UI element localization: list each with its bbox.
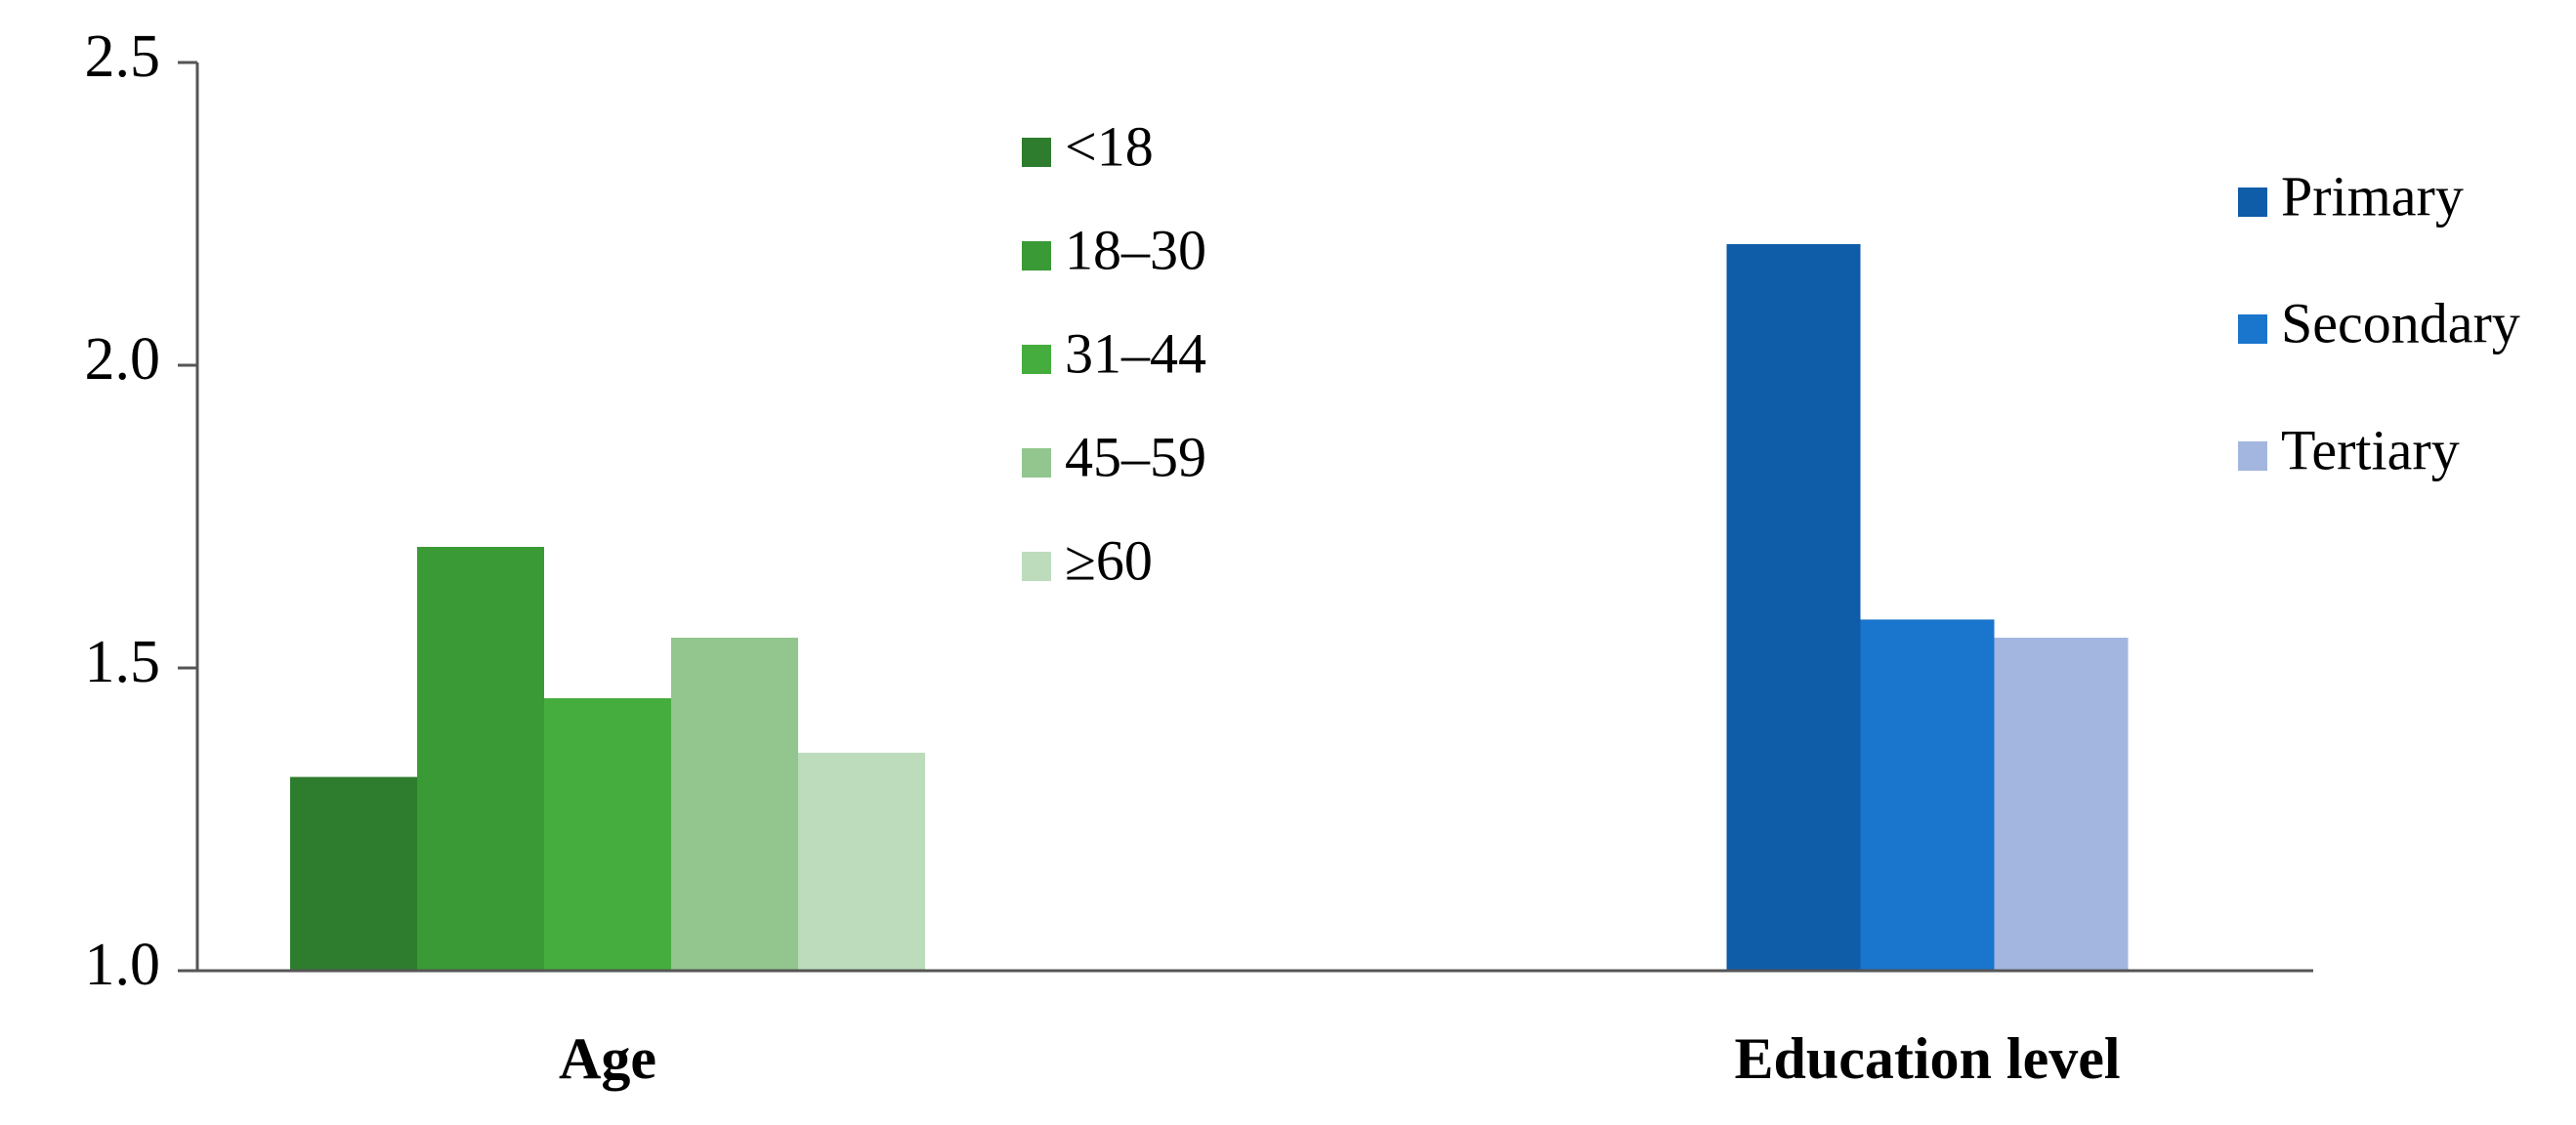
- legend-label: Secondary: [2281, 291, 2520, 354]
- bar: [417, 547, 544, 971]
- legend-swatch: [1022, 241, 1051, 271]
- y-tick-label: 2.5: [85, 23, 161, 90]
- y-tick-label: 2.0: [85, 326, 161, 393]
- legend-label: Primary: [2281, 164, 2464, 228]
- bar: [1726, 244, 1861, 971]
- bar: [544, 698, 671, 971]
- legend-label: 18–30: [1065, 218, 1206, 281]
- legend-swatch: [1022, 345, 1051, 374]
- y-tick-label: 1.5: [85, 629, 161, 695]
- legend-label: <18: [1065, 114, 1154, 178]
- legend-swatch: [1022, 448, 1051, 478]
- x-tick-label: Education level: [1734, 1026, 2120, 1091]
- legend-swatch: [2238, 314, 2267, 344]
- bar: [290, 776, 417, 971]
- bar: [1994, 638, 2129, 971]
- bar: [1860, 619, 1995, 971]
- bar: [671, 638, 798, 971]
- legend-label: ≥60: [1065, 528, 1153, 592]
- legend-swatch: [1022, 138, 1051, 167]
- y-tick-label: 1.0: [85, 932, 161, 998]
- bar: [798, 752, 925, 971]
- legend-swatch: [2238, 188, 2267, 217]
- legend-label: Tertiary: [2281, 418, 2460, 481]
- legend-swatch: [2238, 441, 2267, 471]
- legend-label: 45–59: [1065, 425, 1206, 488]
- legend-swatch: [1022, 552, 1051, 581]
- x-tick-label: Age: [559, 1026, 656, 1091]
- legend-label: 31–44: [1065, 321, 1206, 385]
